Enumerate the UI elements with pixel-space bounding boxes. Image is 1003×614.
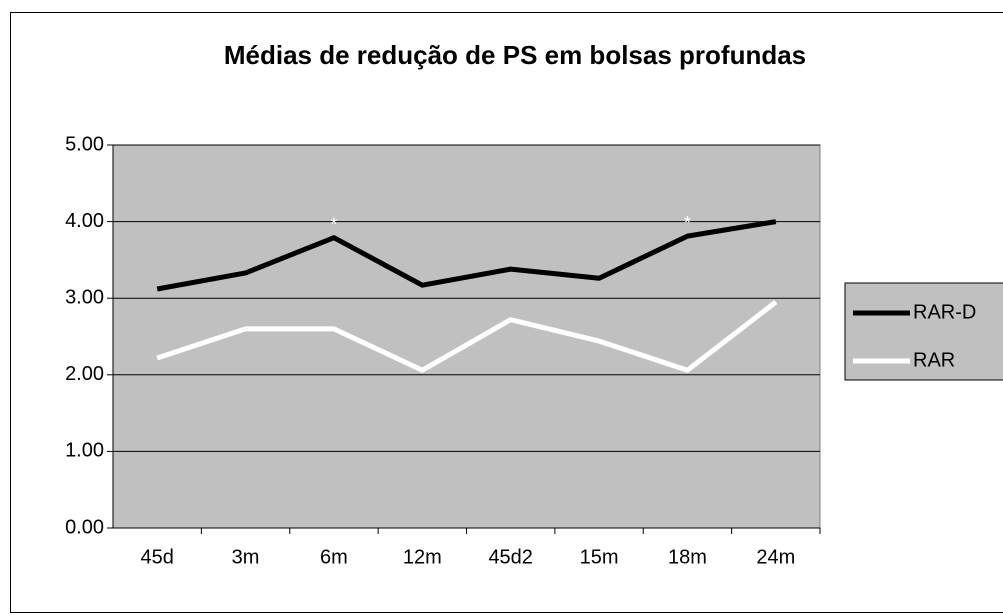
x-tick-label: 45d2 bbox=[488, 546, 533, 568]
y-tick-label: 4.00 bbox=[65, 210, 104, 232]
y-tick-label: 3.00 bbox=[65, 286, 104, 308]
x-tick-label: 6m bbox=[320, 546, 348, 568]
legend-label: RAR-D bbox=[913, 301, 976, 323]
annotation: * bbox=[330, 214, 337, 234]
chart-title: Médias de redução de PS em bolsas profun… bbox=[224, 40, 806, 70]
annotation: * bbox=[684, 213, 691, 233]
y-tick-label: 0.00 bbox=[65, 516, 104, 538]
y-tick-label: 2.00 bbox=[65, 363, 104, 385]
legend-label: RAR bbox=[913, 349, 955, 371]
x-tick-label: 18m bbox=[668, 546, 707, 568]
x-tick-label: 12m bbox=[403, 546, 442, 568]
legend-box bbox=[844, 282, 1003, 381]
y-tick-label: 5.00 bbox=[65, 133, 104, 155]
x-tick-label: 15m bbox=[580, 546, 619, 568]
x-tick-label: 45d bbox=[141, 546, 174, 568]
x-tick-label: 3m bbox=[232, 546, 260, 568]
x-tick-label: 24m bbox=[756, 546, 795, 568]
series-line bbox=[156, 219, 777, 292]
series-line bbox=[156, 300, 778, 373]
plot-area bbox=[112, 144, 821, 529]
y-tick-label: 1.00 bbox=[65, 440, 104, 462]
